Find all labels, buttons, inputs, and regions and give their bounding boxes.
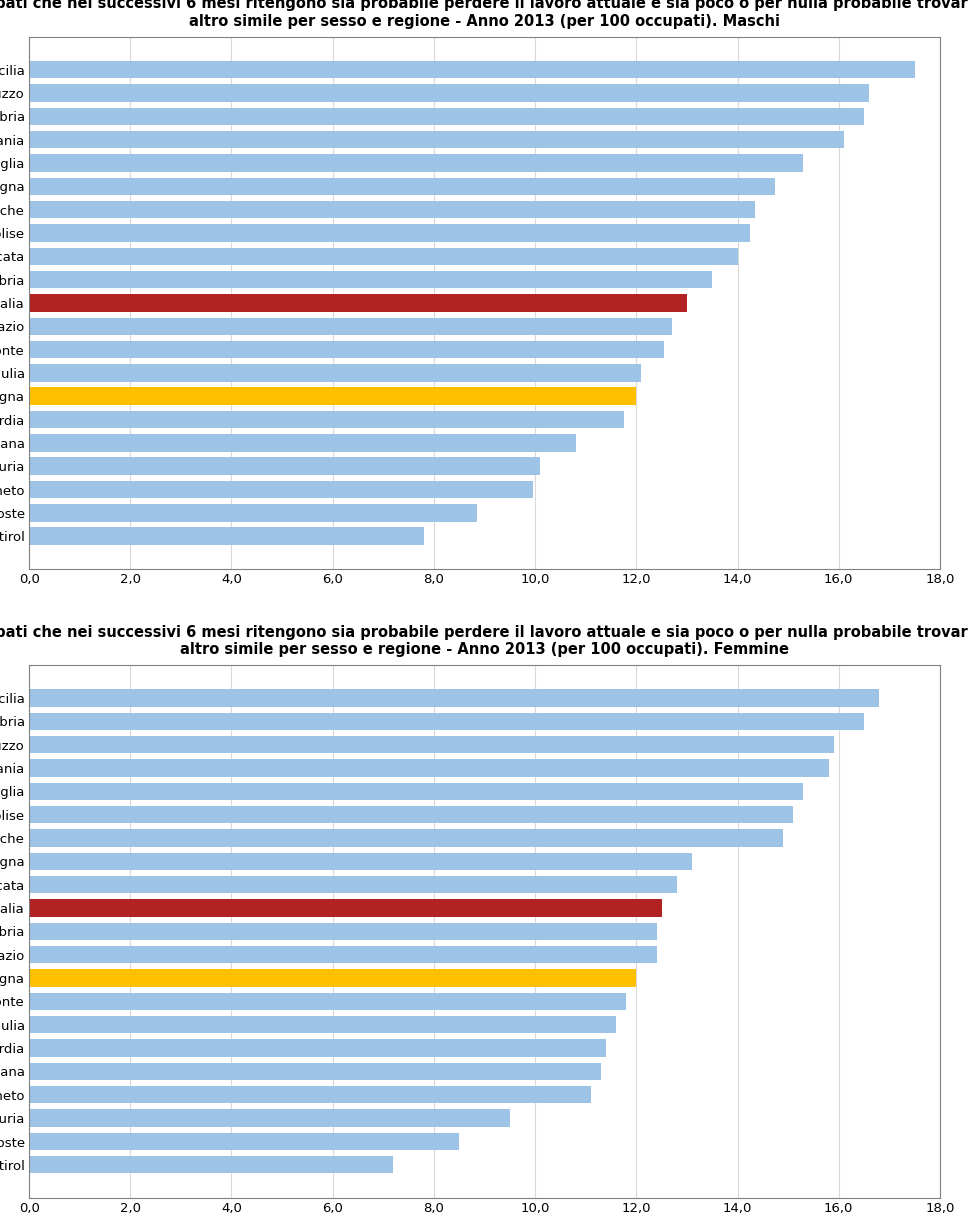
Bar (29, 1156, 393, 1173)
Bar (29, 341, 664, 358)
Bar (29, 1086, 591, 1103)
Bar (29, 712, 864, 730)
Bar (29, 387, 637, 404)
Bar (29, 1110, 510, 1127)
Bar (29, 61, 915, 78)
Bar (29, 528, 423, 545)
Bar (29, 411, 624, 429)
Bar (29, 805, 794, 824)
Bar (29, 295, 687, 312)
Bar (29, 736, 833, 754)
Bar (29, 830, 783, 847)
Bar (29, 108, 864, 125)
Bar (29, 224, 750, 242)
Bar (29, 364, 641, 381)
Bar (29, 200, 755, 219)
Bar (29, 1039, 606, 1057)
Bar (29, 782, 803, 800)
Bar (29, 969, 637, 986)
Title: Occupati che nei successivi 6 mesi ritengono sia probabile perdere il lavoro att: Occupati che nei successivi 6 mesi riten… (0, 0, 969, 28)
Bar (29, 505, 477, 522)
Bar (29, 457, 540, 475)
Bar (29, 923, 657, 940)
Bar (29, 248, 737, 265)
Bar (29, 899, 662, 916)
Bar (29, 271, 712, 288)
Bar (29, 853, 692, 870)
Title: Occupati che nei successivi 6 mesi ritengono sia probabile perdere il lavoro att: Occupati che nei successivi 6 mesi riten… (0, 624, 969, 657)
Bar (29, 84, 869, 101)
Bar (29, 154, 803, 171)
Bar (29, 318, 672, 335)
Bar (29, 946, 657, 963)
Bar (29, 992, 626, 1011)
Bar (29, 759, 828, 777)
Bar (29, 1063, 601, 1080)
Bar (29, 480, 533, 499)
Bar (29, 131, 844, 148)
Bar (29, 177, 775, 196)
Bar (29, 1133, 459, 1150)
Bar (29, 434, 576, 452)
Bar (29, 876, 676, 893)
Bar (29, 1015, 616, 1034)
Bar (29, 689, 879, 706)
